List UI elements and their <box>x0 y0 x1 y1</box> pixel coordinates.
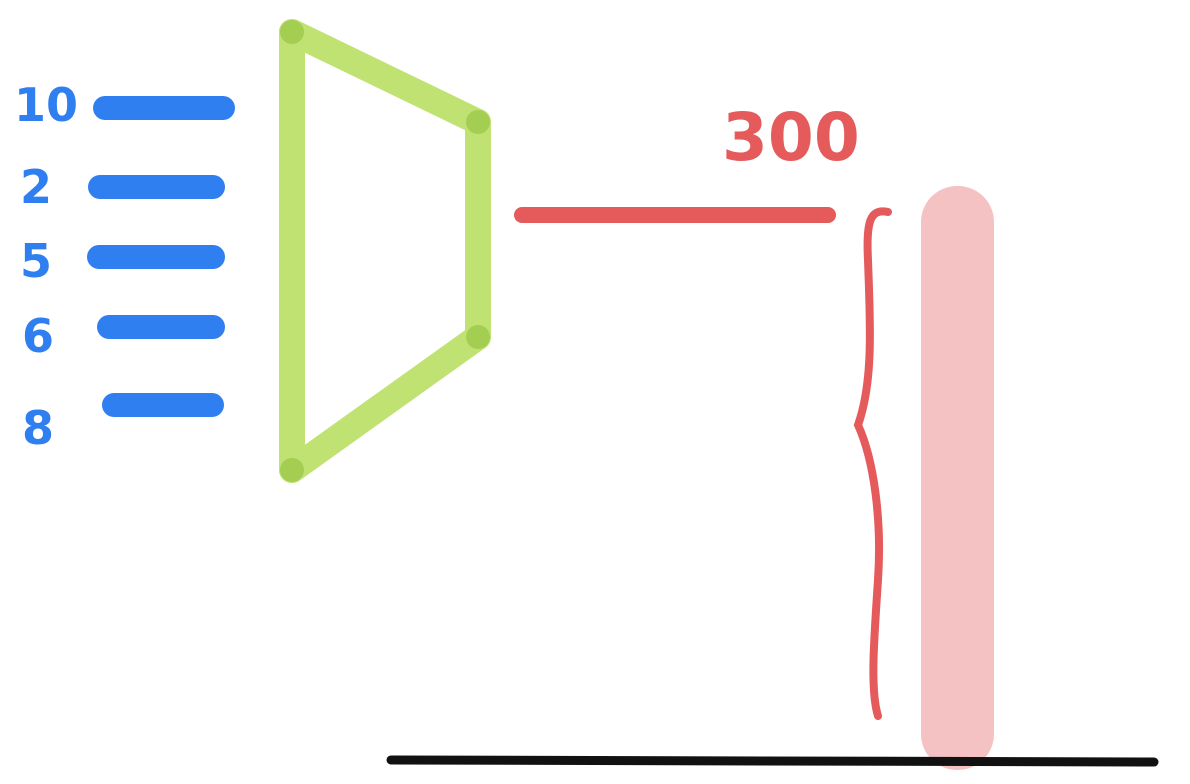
encoder-top-edge <box>279 19 491 135</box>
input-label-2: 2 <box>20 160 52 214</box>
encoder-joints <box>280 20 490 482</box>
encoder-bottom-edge <box>279 324 491 483</box>
input-label-3: 5 <box>20 234 52 288</box>
input-label-5: 8 <box>22 401 54 455</box>
input-label-4: 6 <box>22 309 54 363</box>
input-feature-bars <box>87 96 235 417</box>
encoder-joint-top-right <box>466 110 490 134</box>
encoder-trapezoid <box>279 19 491 483</box>
input-labels: 10 2 5 6 8 <box>14 78 78 455</box>
baseline <box>386 755 1159 767</box>
encoder-joint-top-left <box>280 20 304 44</box>
encoder-joint-bottom-left <box>280 458 304 482</box>
output-bar <box>921 186 994 770</box>
input-label-1: 10 <box>14 78 78 132</box>
encoder-joint-bottom-right <box>466 325 490 349</box>
output-brace <box>853 207 892 720</box>
output-value-label: 300 <box>722 99 860 176</box>
